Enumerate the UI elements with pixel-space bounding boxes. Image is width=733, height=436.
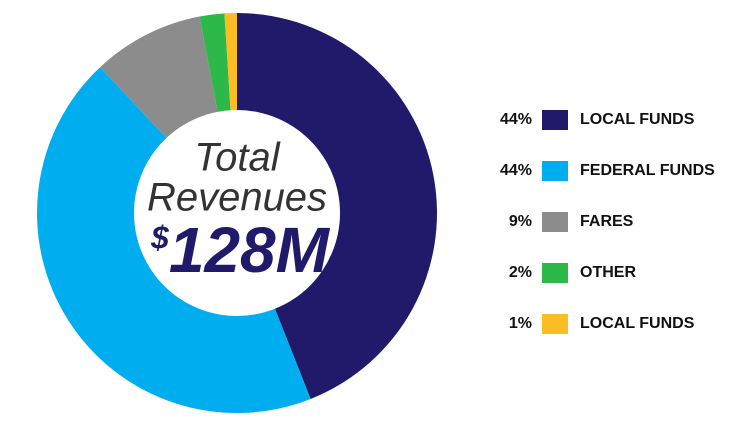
legend-value: 44%	[500, 162, 532, 179]
legend-label: OTHER	[580, 264, 636, 281]
legend-label: LOCAL FUNDS	[580, 111, 695, 128]
legend-swatch	[542, 161, 568, 181]
center-label: Revenues	[147, 176, 327, 220]
donut-hole	[134, 110, 340, 316]
center-label: Total	[194, 136, 280, 180]
legend-value: 2%	[509, 264, 532, 281]
legend-label: FARES	[580, 213, 634, 230]
legend-value: 9%	[509, 213, 532, 230]
center-value-number: 128M	[169, 214, 331, 286]
legend-swatch	[542, 263, 568, 283]
legend-value: 1%	[509, 315, 532, 332]
legend-swatch	[542, 110, 568, 130]
legend-swatch	[542, 314, 568, 334]
legend-label: LOCAL FUNDS	[580, 315, 695, 332]
center-value-prefix: $	[150, 220, 170, 256]
center-value: $128M	[150, 214, 331, 286]
legend-value: 44%	[500, 111, 532, 128]
legend-swatch	[542, 212, 568, 232]
legend-label: FEDERAL FUNDS	[580, 162, 715, 179]
